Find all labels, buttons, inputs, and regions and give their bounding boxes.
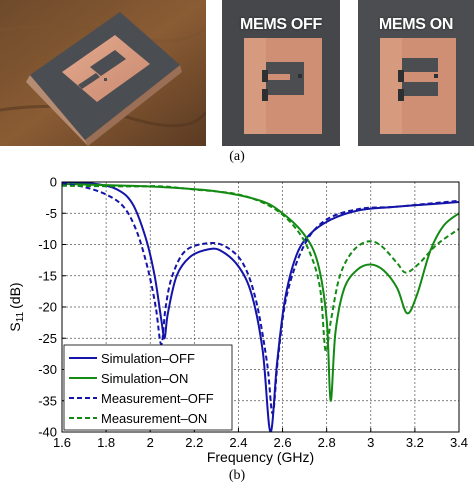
legend-label: Measurement–ON bbox=[101, 411, 207, 426]
series-layer bbox=[62, 182, 459, 432]
y-tick-label: -20 bbox=[38, 300, 57, 315]
y-axis-label-unit: (dB) bbox=[7, 282, 23, 308]
x-tick-label: 2.8 bbox=[318, 435, 336, 450]
y-tick-label: -40 bbox=[38, 425, 57, 440]
legend: Simulation–OFF Simulation–ON Measurement–O… bbox=[63, 344, 233, 431]
antenna-photo-mems-off: MEMS OFF bbox=[222, 0, 340, 146]
y-axis-label-sub: 11 bbox=[15, 311, 26, 322]
x-tick-label: 3 bbox=[367, 435, 374, 450]
s11-chart: 1.6 1.8 2 2.2 2.4 2.6 2.8 3 3.2 3.4 0 -5 -10 -15 -20 -2… bbox=[7, 175, 468, 466]
y-axis-label-main: S bbox=[7, 322, 23, 331]
caption-a: (a) bbox=[229, 149, 245, 164]
x-tick-label: 2.2 bbox=[185, 435, 203, 450]
legend-label: Measurement–OFF bbox=[101, 391, 214, 406]
antenna-photo-angled bbox=[0, 0, 206, 146]
caption-b: (b) bbox=[228, 468, 246, 483]
y-tick-label: 0 bbox=[50, 175, 57, 190]
legend-label: Simulation–OFF bbox=[101, 351, 195, 366]
legend-box bbox=[63, 344, 233, 431]
y-tick-label: -30 bbox=[38, 362, 57, 377]
x-tick-label: 3.2 bbox=[406, 435, 424, 450]
y-tick-label: -10 bbox=[38, 237, 57, 252]
legend-label: Simulation–ON bbox=[101, 371, 188, 386]
x-tick-label: 2.6 bbox=[274, 435, 292, 450]
x-axis-label: Frequency (GHz) bbox=[207, 449, 314, 465]
mems-off-label: MEMS OFF bbox=[239, 16, 323, 33]
mems-on-label: MEMS ON bbox=[378, 16, 454, 33]
series-line-3 bbox=[62, 184, 459, 353]
x-tick-label: 2.4 bbox=[229, 435, 247, 450]
y-axis-label: S11 (dB) bbox=[7, 282, 26, 331]
x-tick-label: 3.4 bbox=[450, 435, 468, 450]
y-tick-label: -5 bbox=[45, 206, 57, 221]
x-tick-label: 2 bbox=[147, 435, 154, 450]
x-tick-label: 1.8 bbox=[97, 435, 115, 450]
series-line-1 bbox=[62, 182, 459, 402]
ticks: 1.6 1.8 2 2.2 2.4 2.6 2.8 3 3.2 3.4 0 -5 -10 -15 -20 -2… bbox=[38, 175, 468, 451]
series-line-0 bbox=[62, 182, 459, 432]
x-tick-label: 1.6 bbox=[53, 435, 71, 450]
antenna-photo-mems-on: MEMS ON bbox=[358, 0, 474, 146]
y-tick-label: -15 bbox=[38, 268, 57, 283]
series-line-2 bbox=[62, 182, 459, 415]
y-tick-label: -35 bbox=[38, 393, 57, 408]
y-tick-label: -25 bbox=[38, 331, 57, 346]
